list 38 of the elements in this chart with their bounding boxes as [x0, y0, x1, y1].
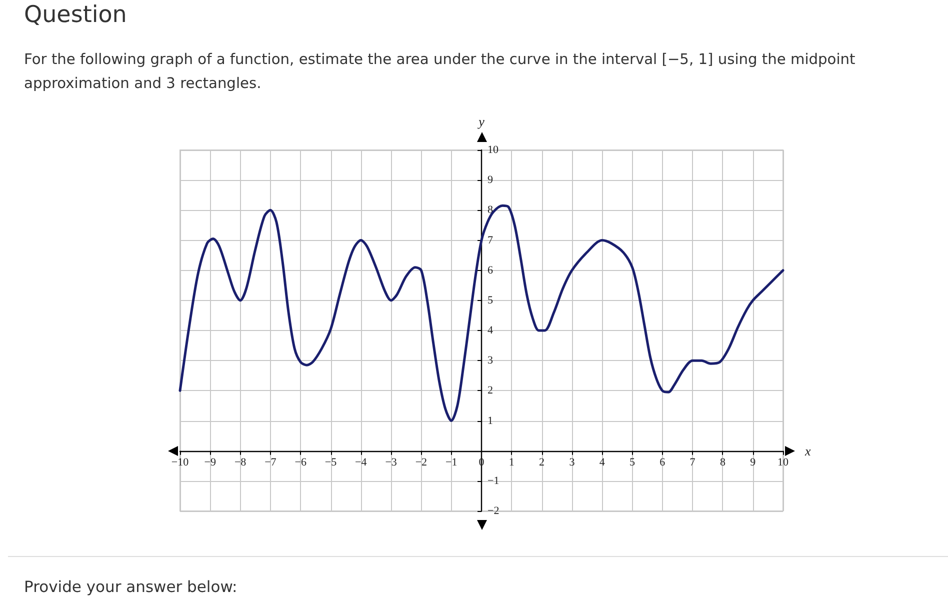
x-tick-label: −8: [234, 456, 247, 468]
y-tick-label: −1: [488, 474, 500, 487]
x-tick-label: −5: [324, 456, 338, 468]
y-tick-label: 10: [488, 144, 499, 156]
x-tick-label: −6: [294, 456, 307, 468]
x-tick-label: 8: [720, 456, 726, 468]
y-tick-label: 9: [488, 174, 494, 186]
x-tick-label: −1: [445, 456, 458, 468]
x-tick-label: 9: [750, 456, 756, 468]
x-tick-label: 10: [778, 456, 789, 468]
x-tick-label: 6: [660, 456, 666, 468]
x-tick-label: 3: [569, 456, 576, 468]
x-tick-label: −7: [264, 456, 277, 468]
chart-subtitle: For the following graph of a function, estimate the area under the curve in the interval [−5, 1] using the midpoint approximation and 3 rectangles.: [24, 50, 856, 94]
y-tick-label: 5: [488, 294, 494, 306]
x-tick-label: −10: [171, 456, 190, 468]
x-tick-label: 4: [599, 456, 606, 468]
x-tick-label: 5: [630, 456, 636, 468]
x-tick-label: −3: [385, 456, 398, 468]
line-series: [178, 204, 784, 422]
y-tick-label: 2: [488, 384, 493, 397]
y-tick-label: 3: [488, 354, 494, 367]
text: Provide your answer below:: [24, 578, 238, 596]
y-tick-label: 7: [488, 234, 494, 246]
y-tick-label: 1: [488, 414, 493, 427]
chart-title: Question: [24, 2, 127, 28]
y-tick-label: 8: [488, 204, 494, 216]
x-tick-label: 7: [690, 456, 696, 468]
y-tick-label: 4: [488, 324, 494, 336]
x-tick-label: 1: [508, 456, 514, 468]
y-tick-label: 6: [488, 264, 494, 276]
y-tick-label: −2: [488, 505, 500, 517]
x-axis-title: x: [804, 443, 811, 458]
x-tick-label: −9: [204, 456, 216, 468]
x-tick-label: −2: [415, 456, 428, 468]
x-tick-label: 2: [539, 456, 545, 468]
y-axis-title: y: [476, 114, 485, 129]
x-tick-label: −4: [355, 456, 368, 468]
